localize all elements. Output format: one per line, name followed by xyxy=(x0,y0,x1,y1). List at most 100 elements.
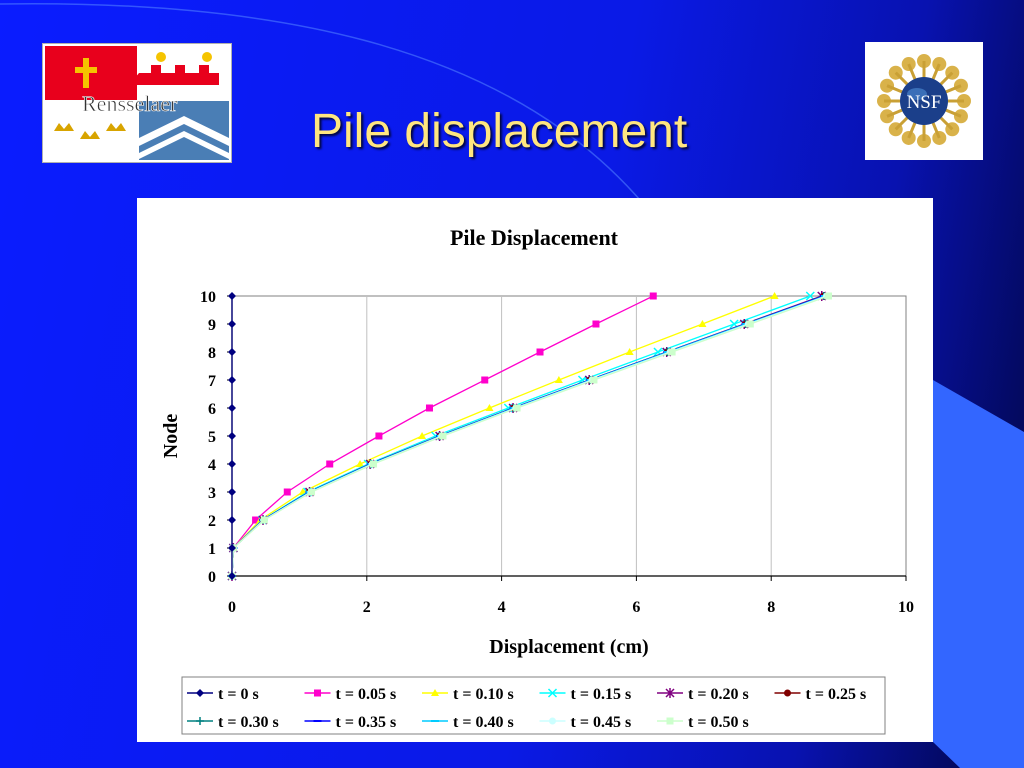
data-point xyxy=(308,488,316,496)
series-layer xyxy=(227,291,832,581)
legend-item: t = 0.35 s xyxy=(304,714,397,731)
nsf-ray xyxy=(953,109,968,124)
legend-label: t = 0.10 s xyxy=(453,686,514,703)
legend-item: t = 0.20 s xyxy=(657,686,749,703)
nsf-logo-graphic: NSF xyxy=(877,54,971,148)
x-tick-label: 10 xyxy=(898,599,914,616)
slide-title: Pile displacement xyxy=(311,105,688,158)
legend-item: t = 0.40 s xyxy=(422,714,514,731)
legend-item: t = 0.05 s xyxy=(304,686,397,703)
chart-panel: Pile Displacement 0 2 4 6 8 10 0 1 2 3 4 5 6 7 8 9 10 Di… xyxy=(137,198,933,742)
data-point xyxy=(228,404,236,412)
data-point xyxy=(228,488,236,496)
data-point xyxy=(228,292,236,300)
data-point xyxy=(228,348,236,356)
data-point xyxy=(513,404,521,412)
data-point xyxy=(425,404,433,412)
y-tick-label: 3 xyxy=(208,485,216,502)
legend-label: t = 0.30 s xyxy=(218,714,279,731)
legend-item: t = 0.50 s xyxy=(657,714,749,731)
legend-box xyxy=(181,676,886,735)
x-tick-label: 2 xyxy=(363,599,371,616)
data-point xyxy=(698,320,707,327)
data-point xyxy=(375,432,383,440)
legend-marker xyxy=(314,689,321,697)
nsf-ray xyxy=(880,78,895,93)
nsf-logo-text: NSF xyxy=(907,92,942,113)
y-tick-label: 5 xyxy=(208,429,216,446)
y-tick-label: 7 xyxy=(208,373,216,390)
y-tick-label: 8 xyxy=(208,345,216,362)
data-point xyxy=(370,460,378,468)
grid-layer xyxy=(366,296,772,576)
data-point xyxy=(481,376,489,384)
data-point xyxy=(326,460,334,468)
data-point xyxy=(228,376,236,384)
data-point xyxy=(228,460,236,468)
data-point xyxy=(770,292,779,299)
y-tick-label: 6 xyxy=(208,401,216,418)
data-point xyxy=(228,572,236,580)
data-point xyxy=(418,432,427,439)
data-point xyxy=(649,292,657,300)
nsf-ray xyxy=(953,78,968,93)
legend-label: t = 0.35 s xyxy=(336,714,397,731)
chart-title: Pile Displacement xyxy=(450,225,619,250)
data-point xyxy=(228,432,236,440)
nsf-logo: NSF xyxy=(865,42,983,160)
legend-marker xyxy=(666,717,674,725)
legend-item: t = 0.30 s xyxy=(187,714,279,731)
legend-label: t = 0.20 s xyxy=(688,686,749,703)
legend-item: t = 0.15 s xyxy=(539,686,632,703)
legend-label: t = 0.05 s xyxy=(336,686,397,703)
legend-label: t = 0.45 s xyxy=(571,714,632,731)
rensselaer-logo: Rensselaer xyxy=(42,43,232,163)
chart-canvas: Pile Displacement 0 2 4 6 8 10 0 1 2 3 4 5 6 7 8 9 10 Di… xyxy=(160,225,914,735)
legend-marker xyxy=(665,688,675,698)
y-axis-label: Node xyxy=(160,414,182,459)
legend-marker xyxy=(549,717,556,725)
legend-label: t = 0.25 s xyxy=(806,686,867,703)
data-point xyxy=(252,516,260,524)
legend-label: t = 0.15 s xyxy=(571,686,632,703)
data-point xyxy=(228,320,236,328)
legend-item: t = 0.25 s xyxy=(774,686,867,703)
data-point xyxy=(439,432,447,440)
legend-marker xyxy=(196,717,204,725)
accent-shape-right xyxy=(933,380,1024,768)
legend-layer: t = 0 s t = 0.05 s t = 0.10 s t = 0.15 s t =… xyxy=(187,686,866,731)
legend-item: t = 0.10 s xyxy=(422,686,514,703)
legend-marker xyxy=(431,689,439,696)
data-point xyxy=(590,376,598,384)
y-tick-label: 2 xyxy=(208,513,216,530)
x-tick-label: 8 xyxy=(767,599,775,616)
legend-marker xyxy=(784,689,791,697)
data-point xyxy=(260,516,268,524)
data-point xyxy=(746,320,754,328)
y-tick-label: 10 xyxy=(200,289,216,306)
plot-area xyxy=(231,295,907,577)
nsf-ray xyxy=(880,109,895,124)
y-tick-label: 0 xyxy=(208,569,216,586)
y-tick-label: 4 xyxy=(208,457,216,474)
x-tick-label: 4 xyxy=(498,599,506,616)
y-tick-label: 9 xyxy=(208,317,216,334)
legend-label: t = 0.50 s xyxy=(688,714,749,731)
x-tick-label: 0 xyxy=(228,599,236,616)
data-point xyxy=(668,348,676,356)
data-point xyxy=(228,544,236,552)
data-point xyxy=(554,376,563,383)
data-point xyxy=(283,488,291,496)
y-tick-label: 1 xyxy=(208,541,216,558)
legend-item: t = 0.45 s xyxy=(539,714,632,731)
x-tick-label: 6 xyxy=(632,599,640,616)
data-point xyxy=(536,348,544,356)
legend-item: t = 0 s xyxy=(187,686,259,703)
data-point xyxy=(485,404,494,411)
x-axis-label: Displacement (cm) xyxy=(489,636,648,658)
series-0 xyxy=(228,292,236,580)
data-point xyxy=(228,516,236,524)
legend-marker xyxy=(196,689,204,697)
background-swoosh-line xyxy=(0,2,641,201)
